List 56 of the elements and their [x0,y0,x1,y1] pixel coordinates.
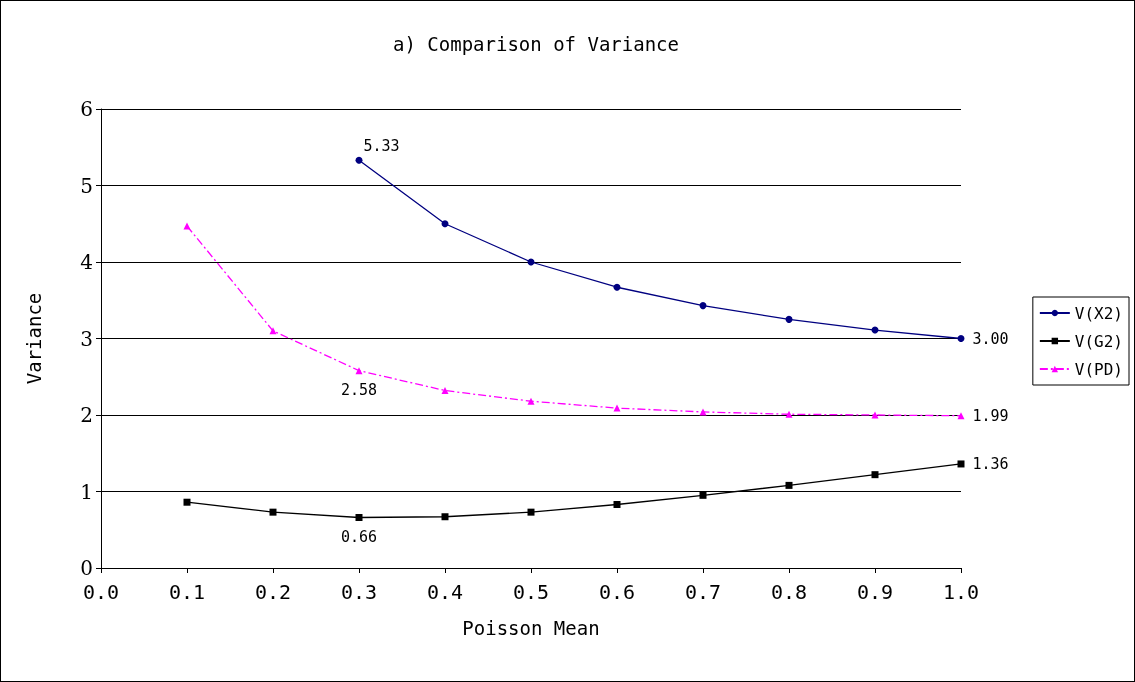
point [957,412,965,420]
point [957,335,965,342]
point [441,513,449,521]
data-label: 2.58 [340,380,378,399]
point [699,491,707,499]
point [699,408,707,416]
point [871,411,879,419]
point [527,508,535,516]
x-tick-label: 0.1 [168,580,206,604]
chart-title: a) Comparison of Variance [393,32,679,55]
x-tick-label: 0.2 [254,580,292,604]
y-tick-label: 6 [80,97,93,121]
y-axis-title: Variance [22,292,45,385]
point [785,481,793,489]
x-tick-label: 0.8 [770,580,808,604]
point [613,404,621,412]
point [957,460,965,468]
x-tick-label: 0.7 [684,580,722,604]
data-label: 1.36 [972,454,1009,473]
point [441,387,449,395]
x-axis-title: Poisson Mean [462,616,600,639]
data-label: 1.99 [972,406,1009,425]
legend-label: V(PD) [1074,359,1124,379]
y-tick-label: 2 [80,403,93,427]
point [785,410,793,418]
point [183,498,191,506]
point [613,283,621,291]
x-tick-label: 0.6 [598,580,636,604]
data-label: 5.33 [363,137,400,156]
x-tick-label: 1.0 [942,580,980,604]
y-tick-label: 5 [80,173,93,198]
point [183,222,191,230]
x-tick-label: 0.9 [856,580,894,604]
y-tick-label: 4 [80,250,93,274]
point [355,367,363,375]
legend-label: V(X2) [1074,303,1124,323]
legend-label: V(G2) [1074,331,1124,351]
y-tick-label: 0 [80,556,93,580]
point [699,302,707,310]
point [441,220,449,228]
x-tick-label: 0.3 [340,580,378,604]
data-label: 0.66 [340,527,378,546]
x-tick-label: 0.5 [512,580,550,604]
y-tick-label: 1 [80,479,93,504]
point [269,327,277,335]
y-tick-label: 3 [80,326,93,351]
point [355,156,363,164]
point [871,471,879,479]
data-label: 3.00 [972,329,1009,348]
point [269,508,277,516]
point [527,397,535,405]
point [613,501,621,509]
point [785,315,793,323]
point [355,514,363,522]
x-tick-label: 0.0 [82,580,120,604]
x-tick-label: 0.4 [426,580,464,604]
